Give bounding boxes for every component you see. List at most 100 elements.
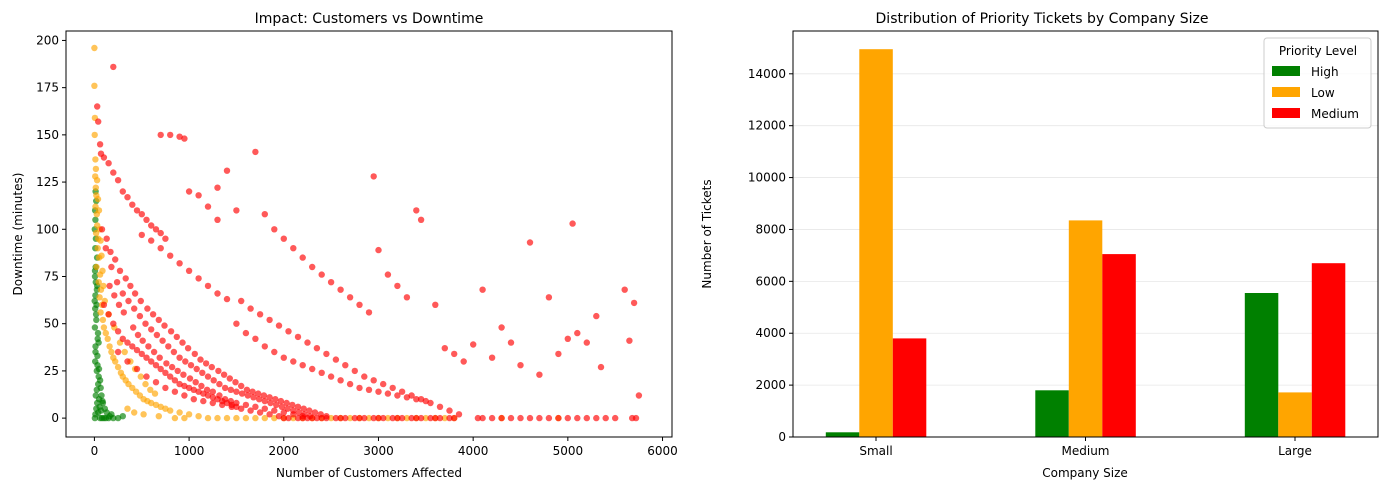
- scatter-point-2-196: [255, 390, 262, 397]
- scatter-point-2-150: [210, 377, 217, 384]
- legend-label-high: High: [1311, 65, 1339, 79]
- scatter-point-2-90: [479, 414, 486, 422]
- scatter-point-2-8: [114, 177, 122, 184]
- scatter-point-2-44: [375, 246, 382, 254]
- scatter-point-0-55: [95, 365, 103, 373]
- scatter-point-2-162: [278, 403, 286, 410]
- bar-bars: [825, 49, 1346, 437]
- legend-label-medium: Medium: [1311, 107, 1359, 121]
- scatter-point-2-235: [271, 407, 278, 414]
- scatter-point-2-102: [100, 301, 108, 308]
- scatter-point-2-216: [145, 343, 152, 350]
- scatter-point-2-173: [122, 275, 129, 282]
- scatter-point-2-104: [110, 320, 117, 327]
- bar-title: Distribution of Priority Tickets by Comp…: [876, 11, 1209, 27]
- scatter-point-2-48: [413, 207, 420, 214]
- scatter-frame: [65, 30, 673, 438]
- scatter-point-2-223: [186, 375, 194, 382]
- scatter-point-2-188: [208, 363, 215, 371]
- scatter-point-2-205: [306, 407, 313, 414]
- scatter-point-2-54: [470, 341, 477, 348]
- scatter-point-2-179: [155, 316, 162, 324]
- scatter-point-2-193: [238, 382, 245, 390]
- scatter-point-1-47: [195, 413, 202, 420]
- scatter-point-2-192: [232, 379, 239, 386]
- scatter-point-2-313: [389, 384, 396, 392]
- scatter-point-1-44: [167, 407, 174, 414]
- scatter-point-2-292: [384, 390, 392, 397]
- scatter-point-2-213: [130, 324, 137, 331]
- scatter-point-2-258: [285, 414, 292, 422]
- scatter-point-2-234: [261, 405, 268, 412]
- scatter-point-2-59: [517, 362, 524, 369]
- scatter-point-2-326: [176, 260, 183, 267]
- scatter-point-2-317: [427, 399, 434, 407]
- scatter-point-2-35: [299, 254, 306, 261]
- scatter-point-0-34: [119, 413, 127, 420]
- scatter-point-2-5: [100, 154, 108, 161]
- scatter-point-2-116: [167, 373, 174, 380]
- legend-label-low: Low: [1311, 86, 1335, 100]
- scatter-point-2-194: [243, 386, 251, 393]
- scatter-point-2-263: [332, 414, 340, 422]
- scatter-point-2-76: [612, 414, 619, 422]
- bar-medium-medium: [1102, 254, 1136, 437]
- scatter-point-2-209: [106, 282, 113, 290]
- scatter-point-2-15: [148, 222, 155, 229]
- scatter-x-tick-label-6: 6000: [647, 444, 678, 458]
- scatter-point-2-276: [233, 320, 240, 327]
- scatter-point-0-59: [106, 413, 113, 420]
- scatter-point-1-40: [148, 399, 155, 407]
- scatter-point-2-1: [94, 103, 101, 110]
- scatter-point-0-45: [95, 339, 102, 346]
- scatter-point-2-132: [108, 263, 115, 271]
- scatter-point-2-86: [517, 414, 524, 422]
- scatter-point-2-82: [555, 414, 562, 422]
- scatter-point-2-103: [105, 311, 112, 318]
- scatter-point-2-200: [277, 397, 285, 405]
- scatter-point-2-29: [233, 207, 240, 214]
- scatter-point-0-44: [92, 305, 99, 312]
- scatter-point-2-67: [583, 339, 590, 346]
- scatter-point-2-84: [536, 414, 543, 422]
- scatter-point-2-154: [233, 388, 240, 395]
- scatter-point-2-272: [417, 414, 425, 422]
- scatter-point-2-203: [294, 403, 302, 410]
- scatter-point-1-88: [100, 282, 107, 290]
- scatter-point-2-298: [247, 305, 254, 312]
- bar-y-axis-label: Number of Tickets: [700, 179, 714, 288]
- scatter-point-2-79: [583, 414, 590, 422]
- scatter-point-2-268: [380, 414, 387, 422]
- scatter-point-2-149: [204, 373, 212, 380]
- scatter-point-2-63: [555, 350, 562, 358]
- scatter-point-1-67: [384, 414, 392, 422]
- scatter-point-2-254: [247, 407, 254, 414]
- scatter-point-2-37: [318, 271, 325, 278]
- scatter-point-2-9: [119, 188, 127, 195]
- scatter-point-2-18: [162, 235, 169, 242]
- scatter-point-2-38: [327, 279, 335, 286]
- scatter-point-2-214: [134, 331, 142, 339]
- scatter-point-2-137: [136, 312, 144, 320]
- scatter-point-2-146: [187, 362, 195, 369]
- scatter-point-1-24: [102, 329, 110, 337]
- scatter-point-2-87: [507, 414, 515, 422]
- scatter-point-2-114: [157, 365, 164, 373]
- scatter-point-2-242: [133, 365, 141, 373]
- scatter-point-1-86: [151, 390, 159, 397]
- scatter-point-2-36: [309, 263, 316, 271]
- scatter-point-2-168: [98, 226, 106, 233]
- scatter-point-2-13: [138, 211, 145, 218]
- scatter-point-2-83: [545, 414, 553, 422]
- scatter-point-2-161: [273, 401, 280, 409]
- scatter-y-tick-label-1: 25: [44, 364, 59, 378]
- scatter-point-1-96: [92, 165, 100, 173]
- scatter-point-0-10: [91, 324, 99, 331]
- scatter-point-1-90: [98, 252, 105, 259]
- scatter-point-2-253: [238, 405, 245, 412]
- scatter-point-2-106: [119, 335, 127, 342]
- scatter-point-1-13: [94, 245, 101, 252]
- scatter-point-2-50: [432, 301, 439, 308]
- scatter-point-2-107: [124, 339, 131, 346]
- scatter-point-0-54: [94, 352, 101, 359]
